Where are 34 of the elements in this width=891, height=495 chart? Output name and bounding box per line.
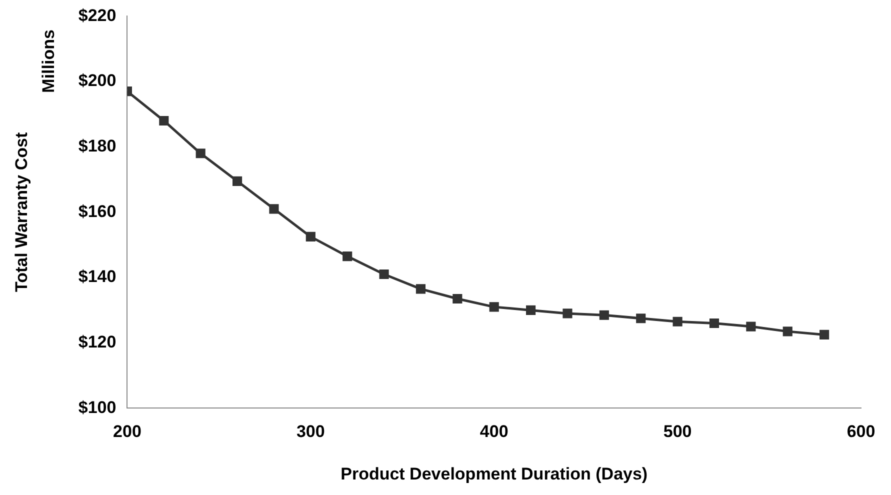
point xyxy=(746,322,756,332)
x-tick-label: 200 xyxy=(113,422,142,442)
point xyxy=(452,294,462,304)
point xyxy=(526,305,536,315)
y-tick-label: $100 xyxy=(78,398,116,417)
point xyxy=(306,232,316,242)
x-tick-label: 400 xyxy=(480,422,508,442)
x-axis-title: Product Development Duration (Days) xyxy=(340,464,648,484)
y-tick-label: $220 xyxy=(78,6,116,25)
y-tick-label: $180 xyxy=(78,136,116,156)
x-tick-label: 600 xyxy=(846,422,876,442)
point xyxy=(636,314,646,324)
point xyxy=(342,252,352,262)
point xyxy=(416,284,426,294)
point xyxy=(709,318,720,328)
point xyxy=(196,148,206,158)
point xyxy=(379,269,389,280)
y-tick-label: $120 xyxy=(78,332,116,352)
x-tick-label: 300 xyxy=(296,422,325,442)
text: Millions xyxy=(38,30,58,93)
y-tick-label: $200 xyxy=(78,71,116,90)
point xyxy=(562,308,572,318)
point xyxy=(672,316,682,326)
y-tick-label: $140 xyxy=(78,267,116,286)
point xyxy=(489,302,499,312)
point xyxy=(599,310,609,320)
y-tick-label: $160 xyxy=(78,202,116,221)
point xyxy=(232,176,242,186)
point xyxy=(820,330,830,340)
point xyxy=(269,204,279,214)
point xyxy=(159,116,169,126)
point xyxy=(782,326,792,336)
y-axis-title: Total Warranty Cost xyxy=(12,132,31,292)
x-tick-label: 500 xyxy=(663,422,692,442)
